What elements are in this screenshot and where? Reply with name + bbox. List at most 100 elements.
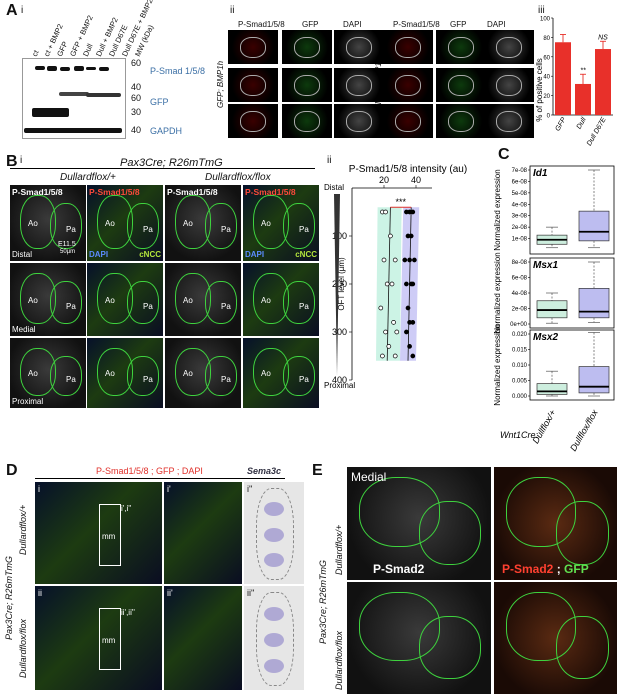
bii-point [410, 320, 416, 325]
c-ytick-label: 0.015 [512, 348, 528, 354]
blot-label-gapdh: GAPDH [150, 126, 183, 136]
b-col-label: P-Smad1/5/8 [12, 187, 63, 197]
bii-title: P-Smad1/5/8 intensity (au) [349, 164, 467, 175]
b-label-ao: Ao [183, 219, 193, 228]
b-label-ao: Ao [261, 219, 271, 228]
b-col-label: P-Smad1/5/8 [167, 187, 218, 197]
b-row-label: Distal [12, 250, 33, 259]
blot-label-gfp: GFP [150, 97, 169, 107]
bii-point [381, 257, 387, 263]
d-tag: ii' [167, 588, 173, 598]
lane-label: Dull [81, 42, 95, 58]
bii-ytick-label: 400 [332, 375, 347, 385]
d-tag: i' [167, 484, 171, 494]
b-label-pa: Pa [143, 301, 153, 311]
b-cncc-label: cNCC [295, 250, 317, 259]
b-dapi-label: DAPI [89, 250, 109, 259]
c-xcat-label: Dullflox/+ [530, 408, 557, 445]
bii-proximal: Proximal [324, 381, 355, 390]
b-label-ao: Ao [28, 295, 38, 305]
c-ytick-label: 0.005 [512, 379, 528, 385]
aii-micrograph [383, 68, 433, 102]
b-cncc-label: cNCC [139, 250, 161, 259]
aii-micrograph [334, 104, 384, 138]
panel-b-title: Pax3Cre; R26mTmG [120, 157, 223, 169]
b-label-pa: Pa [143, 225, 153, 234]
aiii-ytick-label: 20 [543, 94, 550, 100]
b-geno-right: Dullardflox/flox [205, 172, 271, 183]
aii-micrograph [282, 30, 332, 64]
e-label-gfp: GFP [564, 562, 589, 576]
b-label-pa: Pa [221, 375, 231, 384]
d-mm-label: mm [102, 532, 116, 541]
mw-30: 30 [131, 107, 142, 117]
blot-label-psmad: P-Smad 1/5/8 [150, 66, 206, 76]
c-ytick-label: 5e-08 [512, 191, 528, 197]
bii-point [404, 329, 409, 335]
d-micrograph: i' [164, 482, 242, 584]
mw-60-b: 60 [131, 93, 142, 103]
b-micrograph: Ao Pa [165, 263, 241, 336]
e-label-sep: ; [553, 562, 565, 576]
aii-micrograph [334, 68, 384, 102]
b-stage: E11.5 [58, 241, 76, 248]
bii-point [388, 233, 393, 239]
b-label-pa: Pa [299, 375, 309, 384]
d-geno-bot: Dullardflox/flox [18, 618, 28, 678]
b-label-ao: Ao [105, 219, 115, 228]
aii-micrograph [484, 68, 534, 102]
panel-b-letter: B [6, 153, 18, 170]
c-ytick-label: 4e-08 [512, 291, 528, 297]
panel-a-ii: ii [230, 5, 235, 16]
aii-micrograph [436, 104, 486, 138]
b-label-pa: Pa [221, 301, 231, 311]
bii-ytick-label: 300 [332, 327, 347, 337]
blot-psmad [22, 58, 126, 90]
b-micrograph: Ao Pa P-Smad1/5/8 DAPI cNCC [87, 185, 163, 261]
bii-point [402, 257, 408, 263]
d-box-tag: i',i'' [121, 504, 132, 513]
bii-point [383, 209, 388, 215]
c-gene-label: Msx1 [533, 260, 558, 271]
b-label-pa: Pa [143, 375, 153, 384]
bii-point [404, 281, 409, 287]
c-ytick-label: 0e+00 [510, 322, 528, 328]
c-box [536, 383, 568, 395]
aiii-ytick-label: 60 [543, 55, 550, 61]
e-micrograph [494, 582, 617, 694]
e-micrograph [347, 582, 491, 694]
c-ytick-label: 2e-08 [512, 225, 528, 231]
b-label-ao: Ao [28, 369, 38, 378]
d-tag: i'' [247, 484, 253, 494]
aii-micrograph [383, 104, 433, 138]
lane-label: ct [30, 48, 41, 58]
d-tag: ii'' [247, 588, 255, 598]
d-header: P-Smad1/5/8 ; GFP ; DAPI [96, 466, 203, 476]
aii-micrograph [282, 68, 332, 102]
bii-scatter-chart: P-Smad1/5/8 intensity (au) 20 40 100 200 300… [324, 164, 467, 390]
b-micrograph: Ao Pa [243, 338, 319, 408]
b-micrograph: Ao Pa P-Smad1/5/8 [165, 185, 241, 261]
d-micrograph: ii' [164, 586, 242, 690]
b-label-ao: Ao [183, 295, 193, 305]
bii-point [380, 353, 385, 359]
c-ylabel: Normalized expression [493, 169, 502, 250]
b-micrograph: Ao Pa [87, 338, 163, 408]
c-ytick-label: 0.000 [512, 394, 528, 400]
aii-micrograph [228, 104, 278, 138]
aiii-ytick-label: 80 [543, 36, 550, 42]
c-ytick-label: 7e-08 [512, 168, 528, 174]
aii-micrograph [334, 30, 384, 64]
panel-a-letter: A [6, 2, 18, 19]
c-ylabel: Normalized expression [493, 252, 502, 333]
c-ytick-label: 2e-08 [512, 307, 528, 313]
d-mm-label: mm [102, 636, 116, 645]
b-micrograph: Ao Pa P-Smad1/5/8 DAPI cNCC [243, 185, 319, 261]
bii-xtick-label: 20 [379, 175, 389, 185]
c-box [578, 210, 610, 242]
bii-point [378, 305, 384, 311]
aiii-category-label: Dull [576, 116, 588, 130]
b-row-label: Proximal [12, 397, 44, 406]
c-gene-label: Id1 [533, 168, 548, 179]
e-label-right: P-Smad2 ; GFP [502, 562, 589, 576]
